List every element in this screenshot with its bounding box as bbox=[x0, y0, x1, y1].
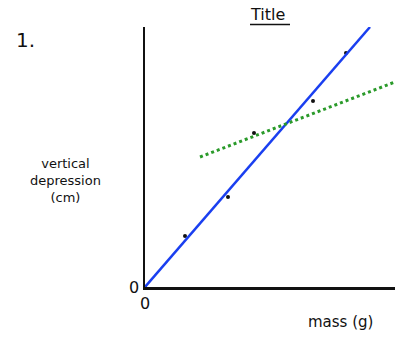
svg-text:0: 0 bbox=[129, 278, 139, 297]
svg-text:mass (g): mass (g) bbox=[308, 313, 373, 331]
svg-text:verticaldepression(cm): verticaldepression(cm) bbox=[30, 156, 101, 205]
svg-text:1.: 1. bbox=[16, 28, 35, 52]
svg-text:Title: Title bbox=[250, 5, 285, 24]
svg-text:0: 0 bbox=[140, 294, 150, 313]
